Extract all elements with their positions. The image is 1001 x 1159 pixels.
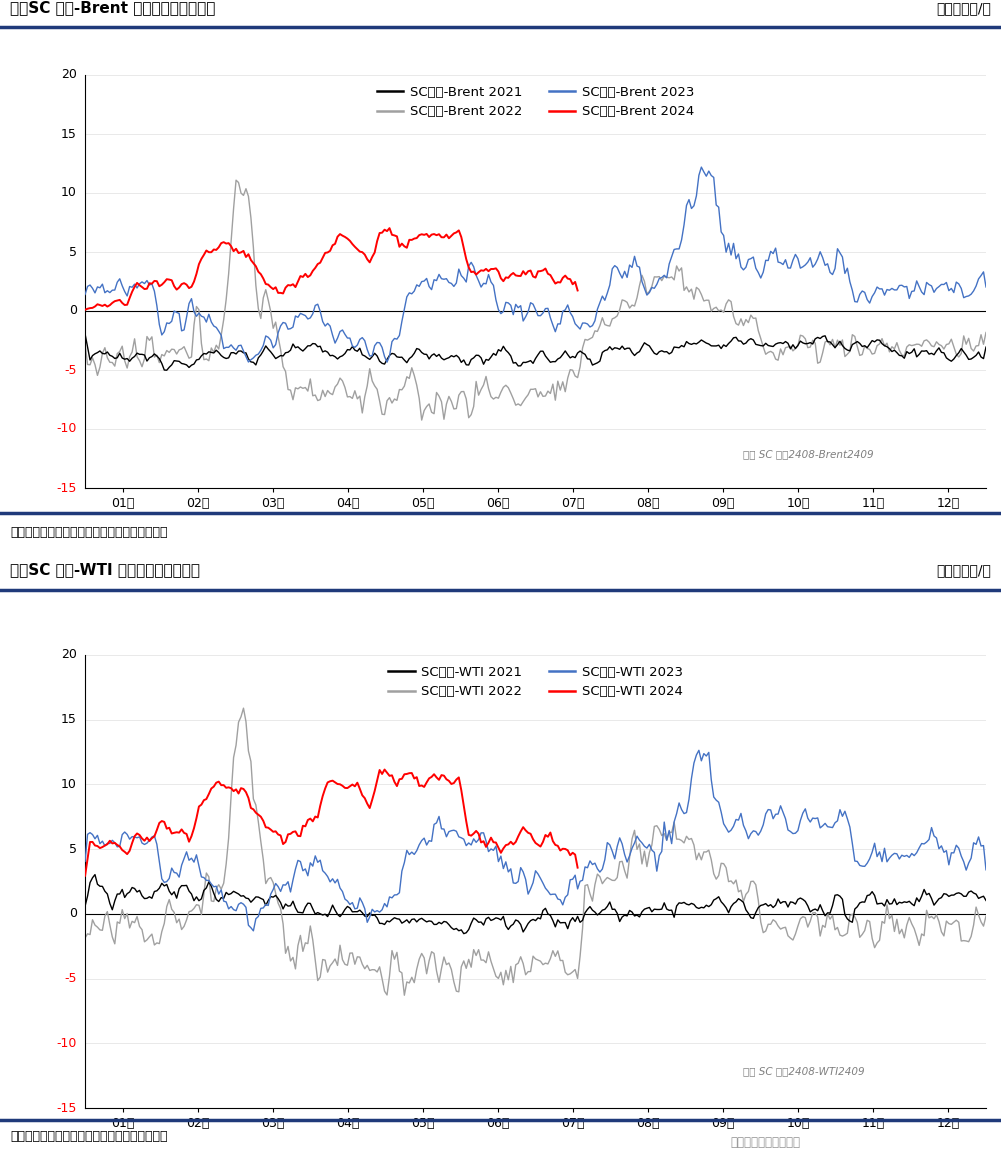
Text: 15: 15 <box>61 713 77 727</box>
Text: 图：SC 夜盘-WTI 活跃合约价差季节性: 图：SC 夜盘-WTI 活跃合约价差季节性 <box>10 562 200 577</box>
Text: 10: 10 <box>61 187 77 199</box>
Text: 图：SC 夜盘-Brent 活跃合约价差季节性: 图：SC 夜盘-Brent 活跃合约价差季节性 <box>10 0 215 15</box>
Text: -5: -5 <box>64 364 77 377</box>
Text: 单位：美元/桶: 单位：美元/桶 <box>936 563 991 577</box>
Legend: SC夜盘-WTI 2021, SC夜盘-WTI 2022, SC夜盘-WTI 2023, SC夜盘-WTI 2024: SC夜盘-WTI 2021, SC夜盘-WTI 2022, SC夜盘-WTI 2… <box>384 662 687 702</box>
Text: 最新 SC 夜盘2408-Brent2409: 最新 SC 夜盘2408-Brent2409 <box>743 449 873 459</box>
Legend: SC夜盘-Brent 2021, SC夜盘-Brent 2022, SC夜盘-Brent 2023, SC夜盘-Brent 2024: SC夜盘-Brent 2021, SC夜盘-Brent 2022, SC夜盘-B… <box>373 81 698 122</box>
Text: 0: 0 <box>69 305 77 318</box>
Text: 10: 10 <box>61 778 77 790</box>
Text: 最新 SC 夜盘2408-WTI2409: 最新 SC 夜盘2408-WTI2409 <box>743 1066 865 1077</box>
Text: 数据来源：彭博、上能源、海通期货投资咨询部: 数据来源：彭博、上能源、海通期货投资咨询部 <box>10 1130 167 1143</box>
Text: 公众号・能源研发中心: 公众号・能源研发中心 <box>731 1136 801 1149</box>
Text: 5: 5 <box>69 843 77 855</box>
Text: 0: 0 <box>69 907 77 920</box>
Text: -15: -15 <box>56 1101 77 1115</box>
Text: 数据来源：彭博、上能源、海通期货投资咨询部: 数据来源：彭博、上能源、海通期货投资咨询部 <box>10 525 167 539</box>
Text: -15: -15 <box>56 481 77 495</box>
Text: -10: -10 <box>56 1037 77 1050</box>
Text: -5: -5 <box>64 972 77 985</box>
Text: 20: 20 <box>61 649 77 662</box>
Text: 单位：美元/桶: 单位：美元/桶 <box>936 1 991 15</box>
Text: 15: 15 <box>61 127 77 140</box>
Text: 5: 5 <box>69 246 77 258</box>
Text: 20: 20 <box>61 68 77 81</box>
Text: -10: -10 <box>56 423 77 436</box>
